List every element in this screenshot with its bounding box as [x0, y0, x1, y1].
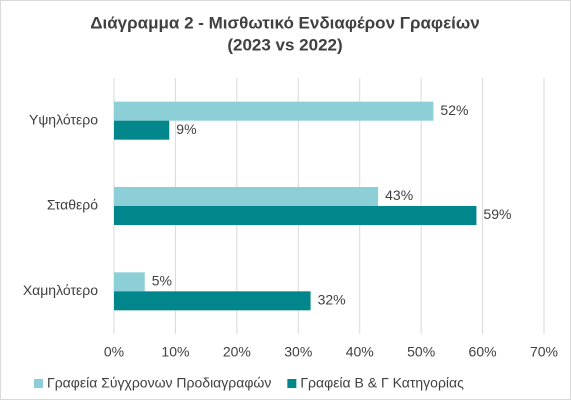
data-label: 59%	[483, 206, 511, 222]
data-label: 32%	[318, 292, 346, 308]
x-tick-label: 40%	[346, 344, 374, 360]
x-tick-label: 70%	[530, 344, 558, 360]
data-label: 52%	[440, 102, 468, 118]
bar	[114, 291, 311, 311]
bar	[114, 120, 170, 140]
legend-marker	[34, 379, 43, 388]
x-tick-label: 0%	[104, 344, 124, 360]
bar	[114, 187, 379, 206]
chart-subtitle: (2023 vs 2022)	[227, 35, 342, 54]
x-tick-label: 30%	[284, 344, 312, 360]
data-label: 9%	[176, 121, 196, 137]
bar	[114, 206, 477, 225]
x-tick-label: 50%	[407, 344, 435, 360]
chart-title: Διάγραμμα 2 - Μισθωτικό Ενδιαφέρον Γραφε…	[90, 13, 479, 32]
data-label: 43%	[385, 187, 413, 203]
legend-label: Γραφεία Σύγχρονων Προδιαγραφών	[47, 375, 271, 391]
x-tick-label: 10%	[161, 344, 189, 360]
y-tick-label: Σταθερό	[47, 197, 98, 213]
x-tick-label: 20%	[223, 344, 251, 360]
y-tick-label: Υψηλότερο	[29, 111, 98, 127]
bar	[114, 272, 145, 292]
x-tick-label: 60%	[469, 344, 497, 360]
legend-label: Γραφεία Β & Γ Κατηγορίας	[300, 375, 464, 391]
legend-marker	[287, 379, 297, 388]
y-tick-label: Χαμηλότερο	[23, 282, 98, 298]
data-label: 5%	[152, 273, 172, 289]
bar	[114, 101, 434, 121]
